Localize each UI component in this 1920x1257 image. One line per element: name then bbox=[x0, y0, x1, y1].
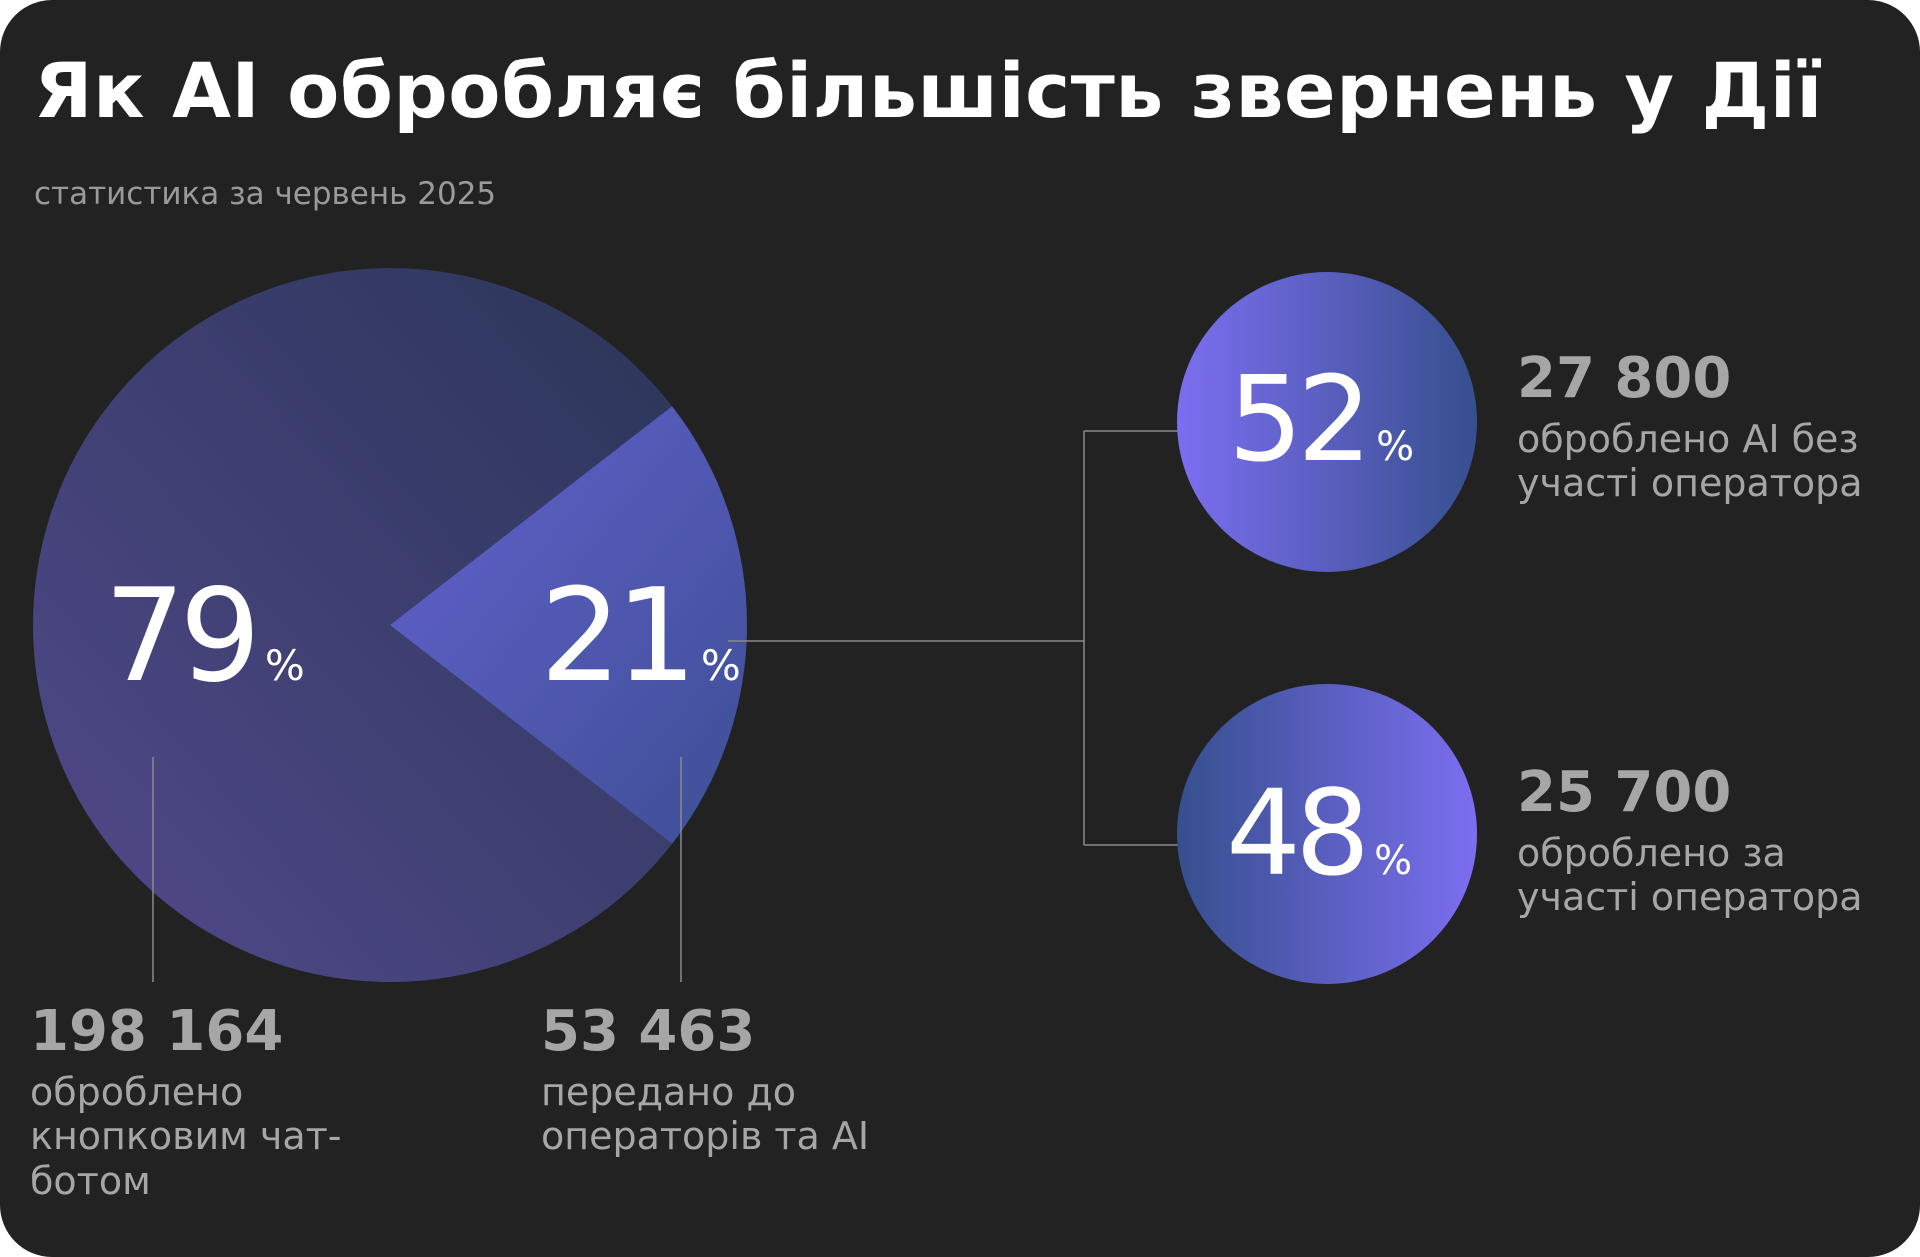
pie-label-21: 21 % bbox=[540, 573, 741, 701]
stat-ai-only-description: оброблено AI без участі оператора bbox=[1517, 416, 1863, 506]
stat-with-operator: 25 700 оброблено за участі оператора bbox=[1517, 760, 1907, 920]
stat-with-operator-description: оброблено за участі оператора bbox=[1517, 830, 1863, 920]
page-subtitle: статистика за червень 2025 bbox=[34, 176, 497, 212]
stat-forwarded-description: передано до операторів та AI bbox=[541, 1069, 870, 1159]
pie-slice-chatbot bbox=[33, 268, 673, 982]
circle-label-48: 48 % bbox=[1226, 774, 1412, 892]
stat-ai-only: 27 800 оброблено AI без участі оператора bbox=[1517, 346, 1907, 506]
circle-label-48-unit: % bbox=[1374, 838, 1413, 884]
circle-with-operator bbox=[1177, 684, 1477, 984]
stat-chatbot-description: оброблено кнопковим чат-ботом bbox=[30, 1069, 342, 1203]
pie-label-21-value: 21 bbox=[540, 562, 697, 711]
pie-label-79-unit: % bbox=[264, 641, 305, 690]
stat-chatbot-count: 198 164 bbox=[30, 999, 284, 1064]
circle-label-52-unit: % bbox=[1376, 424, 1415, 470]
pie-label-21-unit: % bbox=[700, 641, 741, 690]
circle-label-52: 52 % bbox=[1228, 360, 1414, 478]
pie-label-79: 79 % bbox=[104, 573, 305, 701]
page-title: Як AI обробляє більшість звернень у Дії bbox=[34, 46, 1823, 135]
stat-with-operator-count: 25 700 bbox=[1517, 760, 1732, 825]
stat-ai-only-count: 27 800 bbox=[1517, 346, 1732, 411]
circle-label-52-value: 52 bbox=[1228, 350, 1372, 488]
pie-label-79-value: 79 bbox=[104, 562, 261, 711]
circle-label-48-value: 48 bbox=[1226, 764, 1370, 902]
pie-slice-forwarded bbox=[390, 406, 747, 844]
stat-forwarded-count: 53 463 bbox=[541, 999, 756, 1064]
circle-ai-only bbox=[1177, 272, 1477, 572]
stat-forwarded: 53 463 передано до операторів та AI bbox=[541, 999, 901, 1159]
stat-chatbot: 198 164 оброблено кнопковим чат-ботом bbox=[30, 999, 350, 1203]
